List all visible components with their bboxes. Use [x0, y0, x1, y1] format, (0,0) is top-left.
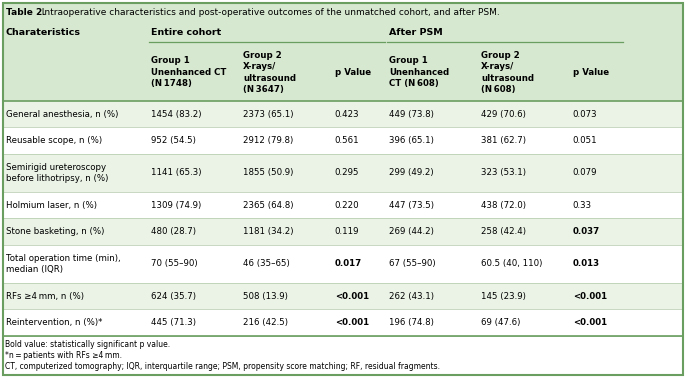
- Text: 508 (13.9): 508 (13.9): [243, 291, 288, 301]
- Text: 0.037: 0.037: [573, 227, 600, 236]
- Bar: [3, 22, 683, 44]
- Text: 145 (23.9): 145 (23.9): [481, 291, 526, 301]
- Bar: [3, 245, 683, 283]
- Text: Group 2
X-rays/
ultrasound
(N 608): Group 2 X-rays/ ultrasound (N 608): [481, 51, 534, 94]
- Text: Bold value: statistically significant p value.: Bold value: statistically significant p …: [5, 341, 170, 349]
- Text: 0.119: 0.119: [335, 227, 359, 236]
- Text: <0.001: <0.001: [335, 291, 369, 301]
- Text: Table 2.: Table 2.: [6, 8, 46, 17]
- Text: 449 (73.8): 449 (73.8): [389, 110, 434, 119]
- Text: Semirigid ureteroscopy
before lithotripsy, n (%): Semirigid ureteroscopy before lithotrips…: [6, 163, 108, 183]
- Text: *n = patients with RFs ≥4 mm.: *n = patients with RFs ≥4 mm.: [5, 351, 122, 360]
- Text: 2373 (65.1): 2373 (65.1): [243, 110, 294, 119]
- Text: 46 (35–65): 46 (35–65): [243, 259, 289, 268]
- Text: Intraoperative characteristics and post-operative outcomes of the unmatched coho: Intraoperative characteristics and post-…: [36, 8, 499, 17]
- Text: p Value: p Value: [335, 68, 371, 77]
- Text: RFs ≥4 mm, n (%): RFs ≥4 mm, n (%): [6, 291, 84, 301]
- Bar: [3, 192, 683, 218]
- Text: Stone basketing, n (%): Stone basketing, n (%): [6, 227, 104, 236]
- Text: Charateristics: Charateristics: [6, 28, 81, 37]
- Text: 952 (54.5): 952 (54.5): [151, 136, 196, 145]
- Text: CT, computerized tomography; IQR, interquartile range; PSM, propensity score mat: CT, computerized tomography; IQR, interq…: [5, 362, 440, 371]
- Text: 0.017: 0.017: [335, 259, 362, 268]
- Text: 480 (28.7): 480 (28.7): [151, 227, 196, 236]
- Text: 438 (72.0): 438 (72.0): [481, 201, 526, 210]
- Text: 0.073: 0.073: [573, 110, 598, 119]
- Text: 269 (44.2): 269 (44.2): [389, 227, 434, 236]
- Text: General anesthesia, n (%): General anesthesia, n (%): [6, 110, 119, 119]
- Bar: [3, 3, 683, 22]
- Text: 429 (70.6): 429 (70.6): [481, 110, 526, 119]
- Text: p Value: p Value: [573, 68, 609, 77]
- Text: 396 (65.1): 396 (65.1): [389, 136, 434, 145]
- Text: 323 (53.1): 323 (53.1): [481, 168, 526, 177]
- Text: 0.33: 0.33: [573, 201, 592, 210]
- Text: 69 (47.6): 69 (47.6): [481, 318, 521, 327]
- Bar: [3, 154, 683, 192]
- Text: 1855 (50.9): 1855 (50.9): [243, 168, 294, 177]
- Text: 196 (74.8): 196 (74.8): [389, 318, 434, 327]
- Text: 447 (73.5): 447 (73.5): [389, 201, 434, 210]
- Text: 0.561: 0.561: [335, 136, 359, 145]
- Text: Group 1
Unenhanced
CT (N 608): Group 1 Unenhanced CT (N 608): [389, 56, 449, 88]
- Text: Holmium laser, n (%): Holmium laser, n (%): [6, 201, 97, 210]
- Text: Group 1
Unenhanced CT
(N 1748): Group 1 Unenhanced CT (N 1748): [151, 56, 226, 88]
- Bar: [3, 218, 683, 245]
- Text: 624 (35.7): 624 (35.7): [151, 291, 196, 301]
- Text: 299 (49.2): 299 (49.2): [389, 168, 434, 177]
- Text: 216 (42.5): 216 (42.5): [243, 318, 288, 327]
- Text: <0.001: <0.001: [573, 291, 607, 301]
- Bar: [3, 44, 683, 101]
- Text: 0.051: 0.051: [573, 136, 598, 145]
- Text: 381 (62.7): 381 (62.7): [481, 136, 526, 145]
- Text: 0.079: 0.079: [573, 168, 598, 177]
- Text: 2365 (64.8): 2365 (64.8): [243, 201, 294, 210]
- Bar: [3, 309, 683, 336]
- Text: Reusable scope, n (%): Reusable scope, n (%): [6, 136, 102, 145]
- Text: Group 2
X-rays/
ultrasound
(N 3647): Group 2 X-rays/ ultrasound (N 3647): [243, 51, 296, 94]
- Text: 445 (71.3): 445 (71.3): [151, 318, 196, 327]
- Text: Reintervention, n (%)*: Reintervention, n (%)*: [6, 318, 102, 327]
- Text: 0.423: 0.423: [335, 110, 359, 119]
- Text: 2912 (79.8): 2912 (79.8): [243, 136, 293, 145]
- Text: 67 (55–90): 67 (55–90): [389, 259, 436, 268]
- Text: 0.295: 0.295: [335, 168, 359, 177]
- Text: 1181 (34.2): 1181 (34.2): [243, 227, 294, 236]
- Text: 262 (43.1): 262 (43.1): [389, 291, 434, 301]
- Text: <0.001: <0.001: [335, 318, 369, 327]
- Text: 60.5 (40, 110): 60.5 (40, 110): [481, 259, 543, 268]
- Bar: [3, 127, 683, 154]
- Bar: [3, 101, 683, 127]
- Bar: [3, 283, 683, 309]
- Text: 70 (55–90): 70 (55–90): [151, 259, 198, 268]
- Text: 1309 (74.9): 1309 (74.9): [151, 201, 202, 210]
- Text: Entire cohort: Entire cohort: [151, 28, 222, 37]
- Text: 1141 (65.3): 1141 (65.3): [151, 168, 202, 177]
- Text: 0.013: 0.013: [573, 259, 600, 268]
- Text: 258 (42.4): 258 (42.4): [481, 227, 526, 236]
- Text: 0.220: 0.220: [335, 201, 359, 210]
- Text: After PSM: After PSM: [389, 28, 443, 37]
- Text: <0.001: <0.001: [573, 318, 607, 327]
- Text: 1454 (83.2): 1454 (83.2): [151, 110, 202, 119]
- Text: Total operation time (min),
median (IQR): Total operation time (min), median (IQR): [6, 254, 121, 274]
